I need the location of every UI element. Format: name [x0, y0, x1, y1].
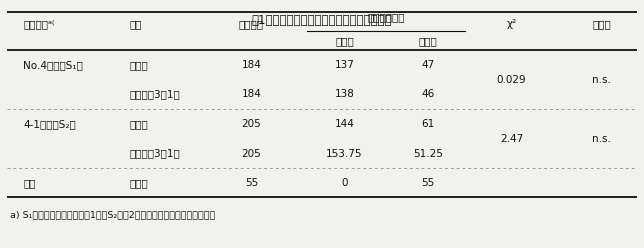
Text: 144: 144 [334, 119, 354, 129]
Text: 観察値: 観察値 [129, 178, 148, 188]
Text: 138: 138 [334, 90, 354, 99]
Text: 184: 184 [242, 90, 261, 99]
Text: 秋玉: 秋玉 [23, 178, 35, 188]
Text: 205: 205 [242, 119, 261, 129]
Text: 0: 0 [341, 178, 348, 188]
Text: No.4系統（S₁）: No.4系統（S₁） [23, 60, 83, 70]
Text: 感受性: 感受性 [419, 37, 437, 47]
Text: 46: 46 [421, 90, 435, 99]
Text: 137: 137 [334, 60, 354, 70]
Text: 区分: 区分 [129, 19, 142, 29]
Text: 55: 55 [421, 178, 435, 188]
Text: 反応別の株数: 反応別の株数 [368, 12, 405, 22]
Text: 205: 205 [242, 149, 261, 158]
Text: 153.75: 153.75 [327, 149, 363, 158]
Text: 184: 184 [242, 60, 261, 70]
Text: 抵抗性: 抵抗性 [335, 37, 354, 47]
Text: 0.029: 0.029 [497, 75, 526, 85]
Text: 55: 55 [245, 178, 258, 188]
Text: 観察値: 観察値 [129, 119, 148, 129]
Text: 2.47: 2.47 [500, 134, 523, 144]
Text: n.s.: n.s. [592, 75, 611, 85]
Text: n.s.: n.s. [592, 134, 611, 144]
Text: 4-1系統（S₂）: 4-1系統（S₂） [23, 119, 76, 129]
Text: 61: 61 [421, 119, 435, 129]
Text: 供試材料ᵃ⁽: 供試材料ᵃ⁽ [23, 19, 55, 29]
Text: 51.25: 51.25 [413, 149, 443, 158]
Text: 観察値: 観察値 [129, 60, 148, 70]
Text: χ²: χ² [507, 19, 516, 29]
Text: a) S₁：遺伝子導入後の自殖1代、S₂：同2代（ヘテロと推定される系統）: a) S₁：遺伝子導入後の自殖1代、S₂：同2代（ヘテロと推定される系統） [10, 210, 216, 219]
Text: 有意差: 有意差 [592, 19, 611, 29]
Text: 47: 47 [421, 60, 435, 70]
Text: 理論値（3：1）: 理論値（3：1） [129, 149, 180, 158]
Text: 表1　遺伝子導入トマトの抵抗性の遺伝様式: 表1 遺伝子導入トマトの抵抗性の遺伝様式 [252, 14, 392, 27]
Text: 理論値（3：1）: 理論値（3：1） [129, 90, 180, 99]
Text: 接種株数: 接種株数 [239, 19, 264, 29]
